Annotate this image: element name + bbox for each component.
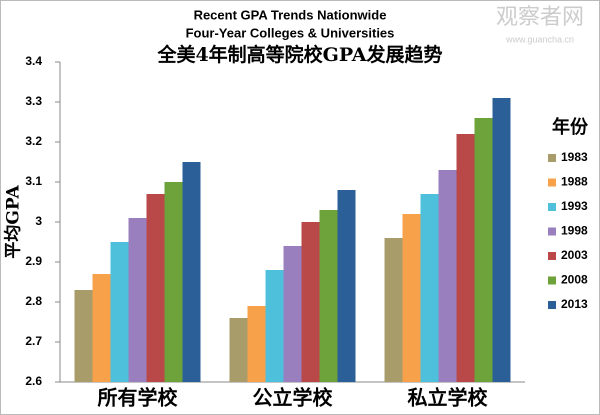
legend-swatch	[548, 203, 556, 211]
bar	[92, 274, 111, 382]
legend-swatch	[548, 301, 556, 309]
legend-swatch	[548, 276, 556, 285]
chart-title: Recent GPA Trends Nationwide	[194, 7, 387, 22]
legend-label: 2008	[561, 273, 588, 287]
bar	[164, 182, 183, 382]
bar	[474, 118, 493, 382]
x-tick-label: 公立学校	[253, 386, 334, 410]
bar	[74, 290, 93, 382]
legend-label: 2013	[561, 297, 588, 311]
y-tick-label: 3.1	[25, 174, 42, 188]
y-tick-label: 2.6	[25, 374, 42, 388]
bar	[456, 134, 475, 382]
y-tick-label: 2.9	[25, 254, 42, 268]
bar	[301, 222, 320, 382]
y-tick-label: 3.4	[25, 54, 42, 68]
watermark-url: www.guancha.cn	[505, 34, 574, 44]
y-tick-label: 2.8	[25, 294, 42, 308]
bar	[247, 306, 266, 382]
x-tick-label: 私立学校	[408, 386, 489, 410]
legend-label: 1998	[561, 224, 588, 238]
y-tick-label: 3.2	[25, 134, 42, 148]
bar	[402, 214, 421, 382]
watermark: 观察者网	[496, 4, 584, 29]
bar	[265, 270, 284, 382]
bar	[420, 194, 439, 382]
legend-swatch	[548, 178, 556, 187]
legend-label: 1983	[561, 150, 588, 164]
legend-swatch	[548, 227, 556, 236]
legend-swatch	[548, 252, 556, 260]
bar	[229, 318, 248, 382]
legend-label: 1993	[561, 199, 588, 213]
bar	[492, 98, 511, 382]
bar	[384, 238, 403, 382]
y-axis-label: 平均GPA	[3, 185, 24, 259]
y-tick-label: 2.7	[25, 334, 42, 348]
chart-subtitle: Four-Year Colleges & Universities	[186, 25, 395, 40]
y-tick-label: 3	[35, 214, 42, 228]
x-tick-label: 所有学校	[98, 386, 179, 410]
bar	[319, 210, 338, 382]
bar	[146, 194, 165, 382]
bar	[438, 170, 457, 382]
bar	[110, 242, 129, 382]
bar	[182, 162, 201, 382]
legend-title: 年份	[552, 116, 589, 138]
legend-swatch	[548, 154, 556, 162]
y-tick-label: 3.3	[25, 94, 42, 108]
bar	[283, 246, 302, 382]
bar	[128, 218, 147, 382]
legend-label: 2003	[561, 248, 588, 262]
chart-title-zh: 全美4年制高等院校GPA发展趋势	[156, 43, 442, 66]
bar	[337, 190, 356, 382]
legend-label: 1988	[561, 175, 588, 189]
